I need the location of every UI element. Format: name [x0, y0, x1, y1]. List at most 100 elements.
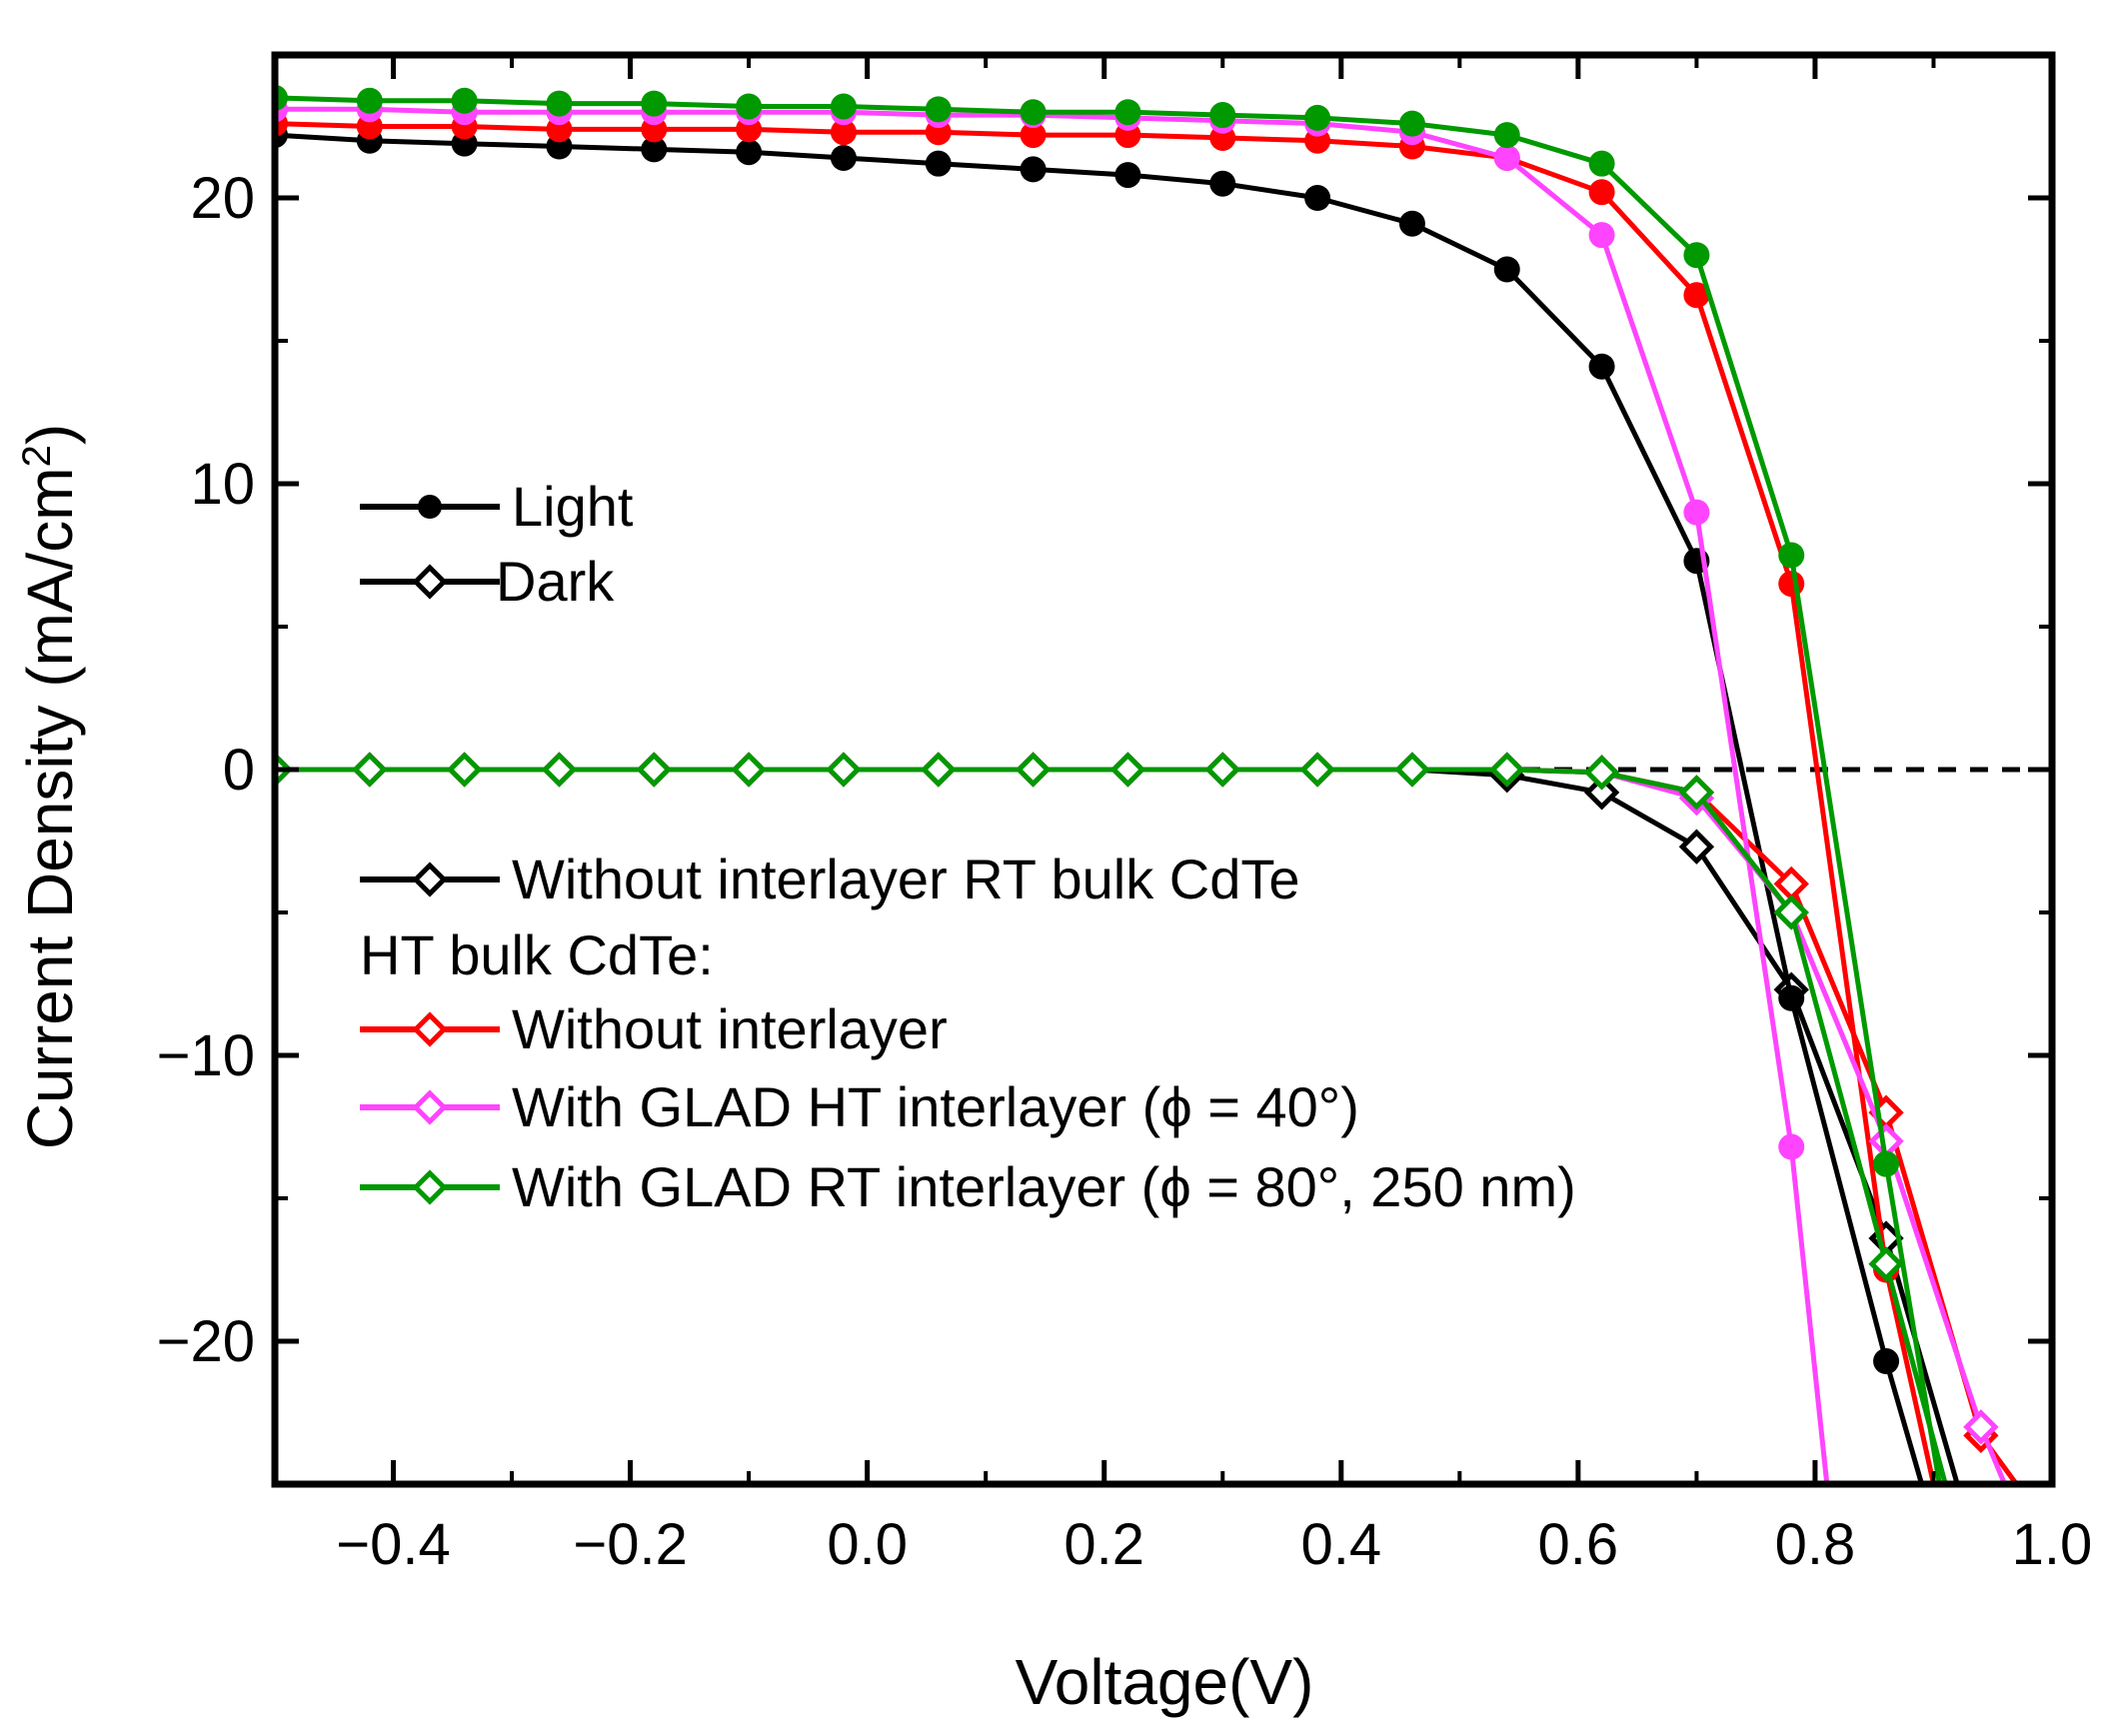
series-3-dark-point: [1773, 894, 1809, 930]
legend-dark-label: Dark: [496, 550, 615, 613]
legend-series-0: Without interlayer RT bulk CdTe: [360, 848, 1299, 910]
x-tick-label: 0.4: [1300, 1512, 1381, 1577]
legend-dark-marker: [412, 564, 448, 600]
series-3-dark-point: [1678, 775, 1715, 811]
series-3-dark-point: [1868, 1246, 1904, 1282]
series-3-light-point: [1683, 242, 1710, 269]
series-0-light-point: [736, 139, 763, 166]
series-0-light-point: [1020, 156, 1047, 183]
legend-series-0-label: Without interlayer RT bulk CdTe: [512, 848, 1299, 910]
legend-series-3: With GLAD RT interlayer (ϕ = 80°, 250 nm…: [360, 1155, 1576, 1218]
series-3-dark-point: [1109, 752, 1146, 788]
series-0-dark-point: [1678, 829, 1715, 865]
x-tick-label: 0.0: [827, 1512, 908, 1577]
y-tick-label: 20: [190, 166, 255, 231]
series-3-dark-point: [636, 752, 672, 788]
series-3-light-point: [830, 93, 857, 120]
legend-light-marker: [418, 495, 442, 519]
series-3-dark-point: [731, 752, 767, 788]
y-tick-label: −20: [157, 1309, 255, 1374]
series-3-light-point: [1020, 99, 1047, 126]
series-0-light-point: [830, 144, 857, 171]
series-1-light-point: [830, 119, 857, 146]
series-1-dark-point: [1773, 866, 1809, 902]
series-0-light-point: [1304, 185, 1331, 211]
series-2: [275, 96, 2007, 1484]
series-3-light-point: [1493, 122, 1520, 149]
series-0-light-point: [1398, 210, 1425, 237]
y-axis-title-sup: 2: [15, 445, 59, 467]
series-3-dark-point: [275, 752, 293, 788]
legend-dark-style: Dark: [360, 550, 615, 613]
axis-ticks: −0.4 −0.2 0.0 0.2 0.4 0.6 0.8 1.0 −20 −10 0 10 20: [157, 55, 2092, 1577]
series-1-light-point: [1588, 179, 1615, 206]
series-1: [275, 110, 2019, 1484]
y-tick-label: 10: [190, 452, 255, 517]
series-0-light-point: [1873, 1348, 1900, 1375]
x-tick-label: −0.2: [573, 1512, 688, 1577]
series-3-dark-point: [446, 752, 483, 788]
series-3-light-point: [1778, 542, 1805, 569]
y-axis-title-end: ): [14, 424, 86, 445]
series-0-light-point: [1209, 170, 1236, 197]
series-2-light-point: [1588, 222, 1615, 249]
series-3-light-point: [1209, 102, 1236, 129]
y-axis-title-main: Current Density (mA/cm: [14, 467, 86, 1149]
series-3-dark-point: [1015, 752, 1052, 788]
series-3-dark-point: [1394, 752, 1430, 788]
legend-series-3-label: With GLAD RT interlayer (ϕ = 80°, 250 nm…: [512, 1155, 1576, 1218]
x-tick-label: 0.2: [1063, 1512, 1144, 1577]
legend: Light Dark Without interlayer RT bulk Cd…: [360, 475, 1576, 1218]
y-axis-title: Current Density (mA/cm2): [14, 424, 86, 1149]
legend-light-label: Light: [512, 475, 634, 538]
series-3-dark-point: [1204, 752, 1240, 788]
series-3-dark-point: [541, 752, 578, 788]
series-layer: [275, 84, 2019, 1484]
series-3-light-point: [1873, 1150, 1900, 1177]
legend-light-style: Light: [360, 475, 634, 538]
series-1-light-point: [1778, 571, 1805, 598]
series-2-dark-point: [1963, 1409, 1999, 1445]
legend-series-2: With GLAD HT interlayer (ϕ = 40°): [360, 1075, 1359, 1138]
legend-header: HT bulk CdTe:: [360, 923, 714, 986]
x-tick-label: 0.6: [1538, 1512, 1619, 1577]
series-0-light-point: [641, 136, 668, 163]
series-0-light-line: [275, 132, 1925, 1484]
series-3-light-point: [925, 96, 952, 123]
series-3: [275, 84, 1948, 1484]
series-2-light-line: [275, 106, 1830, 1484]
series-3-light-point: [1114, 99, 1141, 126]
series-2-light-point: [1778, 1133, 1805, 1160]
series-3-light-point: [1398, 110, 1425, 137]
series-0-dark-point: [1583, 775, 1620, 811]
y-tick-label: −10: [157, 1023, 255, 1088]
series-3-light-point: [641, 90, 668, 117]
series-3-dark-point: [1583, 755, 1620, 791]
series-0-light-point: [1114, 162, 1141, 189]
series-1-light-point: [1020, 122, 1047, 149]
series-3-light-point: [546, 90, 573, 117]
x-axis-title: Voltage(V): [1016, 1646, 1314, 1718]
y-tick-label: 0: [223, 738, 255, 803]
series-3-dark-point: [352, 752, 388, 788]
x-tick-label: 0.8: [1775, 1512, 1856, 1577]
series-2-light-point: [1683, 499, 1710, 526]
series-3-dark-point: [1299, 752, 1335, 788]
series-3-light-point: [1304, 104, 1331, 131]
legend-series-2-label: With GLAD HT interlayer (ϕ = 40°): [512, 1075, 1359, 1138]
series-0-light-point: [1493, 256, 1520, 283]
series-3-light-point: [451, 87, 478, 114]
x-tick-label: −0.4: [336, 1512, 451, 1577]
series-3-dark-point: [1489, 752, 1525, 788]
series-3-light-point: [1588, 150, 1615, 177]
series-3-dark-point: [921, 752, 957, 788]
series-1-light-point: [1683, 282, 1710, 309]
legend-series-1-label: Without interlayer: [512, 997, 948, 1060]
series-0-light-point: [1778, 984, 1805, 1011]
series-2-light-point: [1493, 144, 1520, 171]
legend-series-1: Without interlayer: [360, 997, 948, 1060]
series-3-light-point: [736, 93, 763, 120]
series-0-light-point: [1588, 353, 1615, 380]
series-3-dark-point: [826, 752, 862, 788]
